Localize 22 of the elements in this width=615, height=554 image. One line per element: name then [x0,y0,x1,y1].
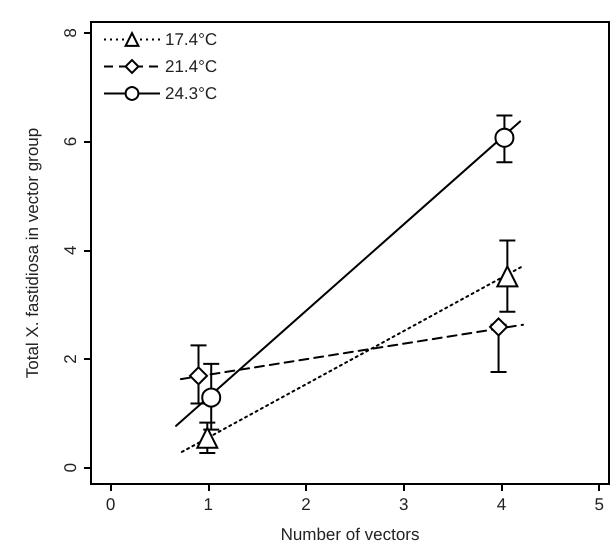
legend-label: 21.4°C [165,57,218,76]
point [196,426,218,449]
x-tick-label: 3 [399,495,408,514]
legend-label: 24.3°C [165,84,218,103]
y-tick-label: 2 [61,354,80,364]
legend-label: 17.4°C [165,30,218,49]
y-axis-title: Total X. fastidiosa in vector group [23,128,42,378]
point [189,366,208,386]
x-tick-label: 4 [496,495,506,514]
x-tick-label: 1 [204,495,214,514]
y-tick-label: 4 [61,246,80,256]
x-tick-label: 5 [594,495,604,514]
y-tick-label: 8 [61,28,80,38]
point [496,265,518,288]
x-tick-label: 0 [106,495,116,514]
x-tick-label: 2 [301,495,311,514]
y-tick-label: 0 [61,462,80,472]
point [494,128,514,148]
point [489,317,508,336]
x-axis-title: Number of vectors [280,525,420,544]
point [201,388,222,408]
y-tick-label: 6 [61,136,80,146]
